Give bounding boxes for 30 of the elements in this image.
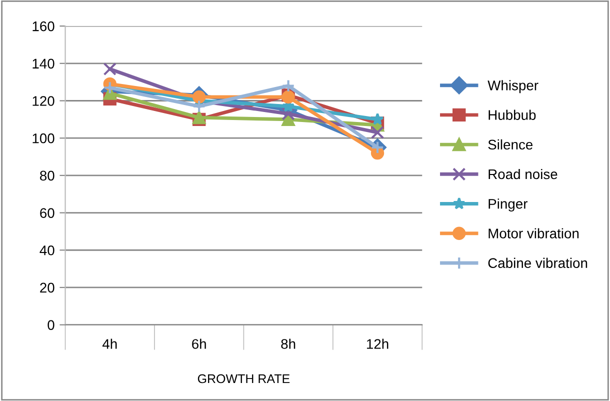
y-tick-label: 20 — [40, 282, 54, 293]
point — [192, 90, 206, 104]
point — [282, 79, 295, 92]
point — [103, 81, 116, 94]
point — [282, 107, 295, 120]
y-tick-label: 0 — [48, 320, 54, 330]
y-tick-label: 60 — [40, 208, 54, 218]
legend-label: Cabine vibration — [488, 258, 588, 268]
legend-label: Motor vibration — [488, 228, 579, 238]
point — [282, 112, 295, 126]
point — [370, 126, 384, 140]
y-tick-label: 80 — [40, 170, 54, 181]
x-tick-label: 4h — [102, 338, 117, 349]
x-axis-title: GROWTH RATE — [198, 374, 290, 384]
y-tick-label: 40 — [40, 245, 54, 256]
legend-label: Road noise — [488, 168, 558, 180]
y-tick-label: 120 — [32, 96, 54, 106]
x-tick-label: 6h — [192, 338, 206, 349]
point — [371, 112, 384, 125]
y-tick-label: 100 — [32, 133, 54, 144]
legend-label: Pinger — [488, 198, 528, 212]
point — [103, 62, 116, 76]
x-tick-label: 8h — [281, 338, 296, 349]
y-tick-label: 140 — [32, 58, 54, 69]
y-tick-label: 160 — [32, 21, 54, 32]
legend-label: Silence — [488, 139, 533, 150]
legend-label: Whisper — [488, 80, 538, 94]
legend-label: Hubbub — [488, 110, 536, 120]
x-tick-label: 12h — [366, 338, 388, 349]
point — [192, 100, 206, 113]
